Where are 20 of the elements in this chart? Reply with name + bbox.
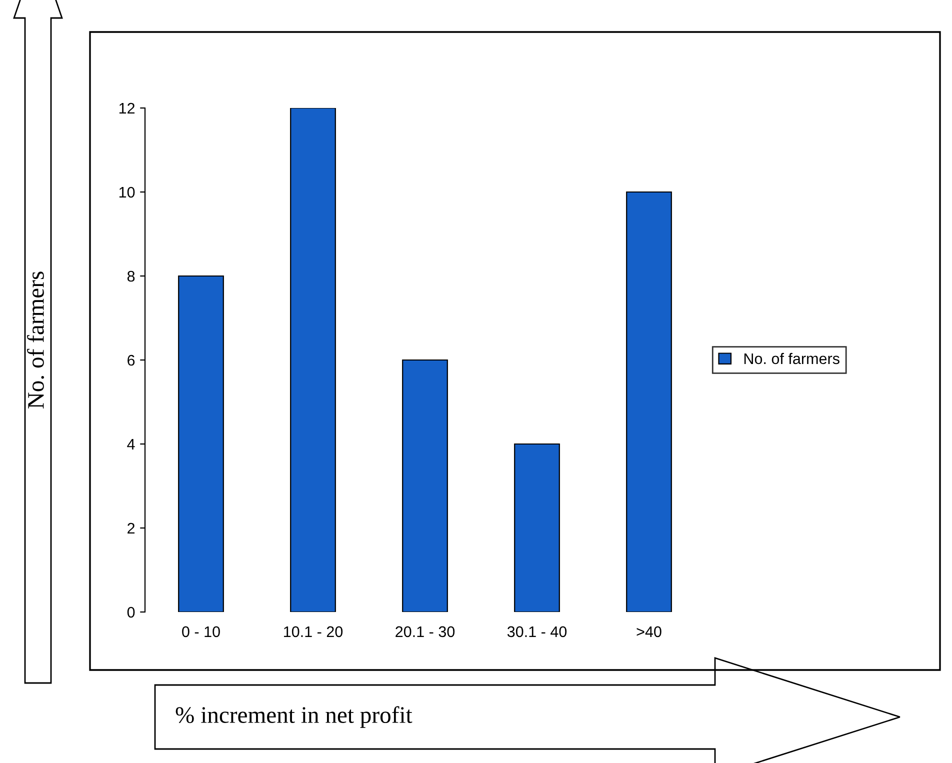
y-tick-label: 12 <box>119 102 135 114</box>
bar <box>626 191 672 612</box>
legend-label: No. of farmers <box>744 352 840 364</box>
x-axis-title: % increment in net profit <box>176 706 412 728</box>
x-tick-label: >40 <box>636 626 662 638</box>
y-tick-label: 6 <box>128 354 135 366</box>
y-tick-label: 8 <box>127 270 135 282</box>
bar <box>514 443 560 612</box>
bar <box>402 359 448 612</box>
y-axis-title: No. of farmers <box>27 272 44 408</box>
bar <box>178 275 224 612</box>
y-tick-label: 0 <box>127 606 135 618</box>
y-tick-label: 10 <box>119 186 135 198</box>
bar <box>290 108 336 612</box>
y-tick-label: 2 <box>128 522 135 534</box>
x-tick-label: 10.1 - 20 <box>284 626 343 638</box>
x-tick-label: 0 - 10 <box>182 626 220 638</box>
x-tick-label: 20.1 - 30 <box>396 626 455 638</box>
y-tick-label: 4 <box>127 439 135 450</box>
x-tick-label: 30.1 - 40 <box>507 626 567 638</box>
